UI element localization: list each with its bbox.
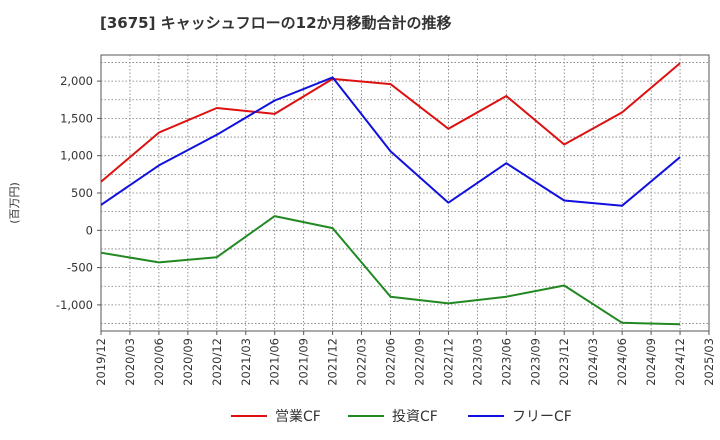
x-tick-label: 2024/03 [586, 338, 600, 386]
legend-label: フリーCF [512, 409, 572, 425]
x-tick-label: 2022/03 [355, 338, 369, 386]
series-lines [100, 62, 681, 326]
x-tick-label: 2025/03 [702, 338, 716, 386]
x-tick-label: 2021/06 [268, 338, 282, 386]
x-tick-label: 2020/03 [123, 338, 137, 386]
y-tick-label: 2,000 [60, 74, 93, 88]
x-tick-label: 2024/06 [615, 338, 629, 386]
grid-lines [101, 55, 709, 331]
y-axis: -1,000 -500 0 500 1,000 1,500 2,000 [56, 74, 101, 312]
plot-area [100, 54, 710, 332]
y-tick-label: -500 [67, 261, 93, 275]
x-tick-label: 2022/09 [412, 338, 426, 386]
x-tick-label: 2024/12 [673, 338, 687, 386]
x-tick-label: 2022/06 [384, 338, 398, 386]
legend: 営業CF 投資CF フリーCF [231, 409, 572, 425]
x-tick-label: 2022/12 [441, 338, 455, 386]
x-tick-label: 2023/03 [470, 338, 484, 386]
y-tick-label: 0 [86, 223, 93, 237]
x-tick-label: 2021/03 [239, 338, 253, 386]
series-line [100, 76, 681, 207]
series-line [100, 62, 681, 183]
y-axis-label: (百万円) [8, 182, 21, 224]
x-tick-label: 2020/12 [210, 338, 224, 386]
series-line [100, 215, 681, 326]
x-tick-label: 2023/12 [557, 338, 571, 386]
y-tick-label: 1,000 [60, 149, 93, 163]
legend-label: 投資CF [392, 409, 438, 425]
x-tick-label: 2023/06 [499, 338, 513, 386]
x-tick-label: 2020/06 [152, 338, 166, 386]
x-tick-label: 2024/09 [644, 338, 658, 386]
y-tick-label: -1,000 [56, 298, 93, 312]
y-tick-label: 1,500 [60, 111, 93, 125]
legend-label: 営業CF [275, 409, 321, 425]
y-tick-label: 500 [71, 186, 93, 200]
x-tick-label: 2019/12 [94, 338, 108, 386]
x-axis: 2019/12 2020/03 2020/06 2020/09 2020/12 2021/… [94, 331, 716, 386]
x-tick-label: 2020/09 [181, 338, 195, 386]
chart-title: [3675] キャッシュフローの12か月移動合計の推移 [100, 14, 452, 32]
x-tick-label: 2021/09 [297, 338, 311, 386]
x-tick-label: 2023/09 [528, 338, 542, 386]
x-tick-label: 2021/12 [326, 338, 340, 386]
